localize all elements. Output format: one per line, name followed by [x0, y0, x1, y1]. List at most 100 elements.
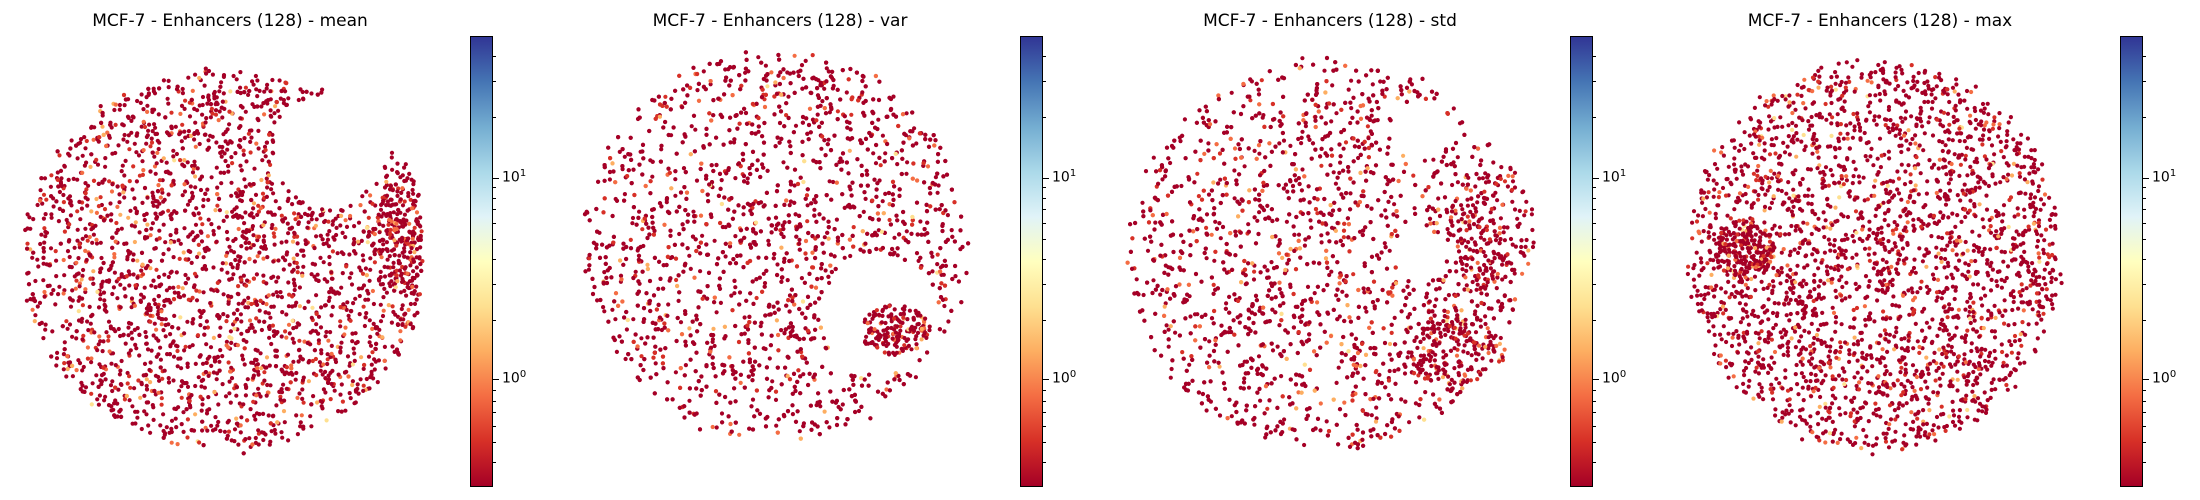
scatter-point: [197, 354, 202, 359]
scatter-point: [59, 176, 64, 181]
scatter-point: [737, 73, 742, 78]
scatter-point: [406, 191, 411, 196]
scatter-point: [407, 221, 412, 226]
scatter-point: [348, 213, 353, 219]
scatter-point: [790, 328, 795, 333]
scatter-point: [587, 256, 592, 261]
scatter-point: [804, 85, 809, 90]
scatter-point: [362, 362, 367, 368]
scatter-point: [178, 158, 183, 163]
scatter-point: [195, 233, 200, 238]
scatter-point: [217, 368, 222, 373]
scatter-point: [214, 377, 219, 382]
scatter-point: [801, 179, 806, 185]
scatter-point: [822, 106, 827, 111]
scatter-point: [395, 279, 400, 284]
scatter-point: [286, 304, 291, 309]
scatter-point: [666, 166, 671, 171]
scatter-point: [54, 258, 59, 263]
scatter-point: [85, 319, 90, 324]
scatter-point: [261, 223, 266, 228]
scatter-point: [625, 174, 630, 179]
scatter-point: [263, 310, 268, 315]
scatter-point: [639, 336, 644, 341]
scatter-point: [251, 201, 257, 206]
scatter-point: [57, 206, 62, 211]
scatter-point: [928, 191, 933, 196]
scatter-point: [382, 185, 388, 190]
scatter-point: [829, 197, 834, 202]
scatter-point: [398, 329, 403, 334]
scatter-point: [933, 182, 938, 187]
scatter-point: [245, 329, 250, 334]
scatter-point: [255, 348, 260, 353]
scatter-point: [33, 278, 38, 284]
scatter-point: [352, 358, 357, 363]
scatter-point: [246, 240, 252, 245]
scatter-point: [139, 92, 144, 97]
scatter-point: [339, 285, 344, 290]
scatter-point: [30, 307, 35, 312]
scatter-point: [100, 110, 105, 116]
scatter-point: [89, 391, 94, 396]
scatter-point: [255, 78, 260, 83]
scatter-point: [798, 175, 803, 180]
scatter-point: [205, 101, 210, 106]
scatter-point: [772, 94, 777, 99]
scatter-point: [116, 387, 121, 392]
scatter-point: [227, 391, 232, 396]
scatter-point: [399, 271, 404, 276]
scatter-point: [153, 125, 158, 130]
scatter-point: [708, 82, 713, 87]
scatter-point: [687, 410, 692, 415]
scatter-point: [174, 230, 179, 235]
scatter-point: [253, 435, 258, 441]
scatter-point: [267, 132, 272, 137]
scatter-point: [331, 219, 336, 224]
scatter-point: [281, 267, 286, 272]
scatter-point: [236, 284, 241, 289]
scatter-point: [256, 428, 261, 433]
scatter-point: [197, 75, 202, 81]
scatter-point: [863, 84, 868, 89]
scatter-point: [825, 142, 830, 147]
scatter-point: [352, 351, 357, 356]
scatter-point: [828, 252, 834, 257]
scatter-point: [658, 159, 663, 164]
scatter-point: [214, 140, 219, 145]
scatter-point: [665, 254, 670, 259]
scatter-point: [134, 133, 139, 138]
scatter-point: [43, 322, 48, 327]
scatter-point: [290, 318, 295, 323]
scatter-point: [255, 212, 260, 217]
scatter-point: [143, 266, 149, 271]
scatter-point: [211, 91, 217, 96]
scatter-point: [178, 315, 183, 320]
scatter-point: [936, 183, 941, 188]
scatter-point: [241, 451, 246, 456]
scatter-point: [102, 307, 107, 312]
scatter-point: [910, 143, 915, 148]
scatter-point: [692, 275, 697, 280]
scatter-point: [145, 347, 151, 352]
scatter-point: [244, 228, 249, 233]
scatter-point: [880, 133, 885, 138]
scatter-point: [286, 96, 291, 101]
scatter-point: [81, 267, 86, 273]
scatter-point: [712, 295, 717, 300]
scatter-point: [935, 159, 940, 164]
scatter-point: [225, 237, 230, 242]
scatter-point: [257, 250, 262, 255]
scatter-point: [390, 344, 395, 349]
scatter-point: [94, 373, 99, 378]
scatter-point: [123, 341, 128, 346]
scatter-point: [779, 328, 784, 333]
scatter-point: [643, 341, 648, 346]
scatter-point: [877, 155, 882, 160]
scatter-point: [631, 317, 636, 322]
scatter-point: [389, 197, 394, 202]
scatter-point: [133, 421, 138, 426]
scatter-point: [631, 205, 636, 210]
scatter-point: [113, 122, 118, 127]
scatter-point: [49, 291, 54, 296]
